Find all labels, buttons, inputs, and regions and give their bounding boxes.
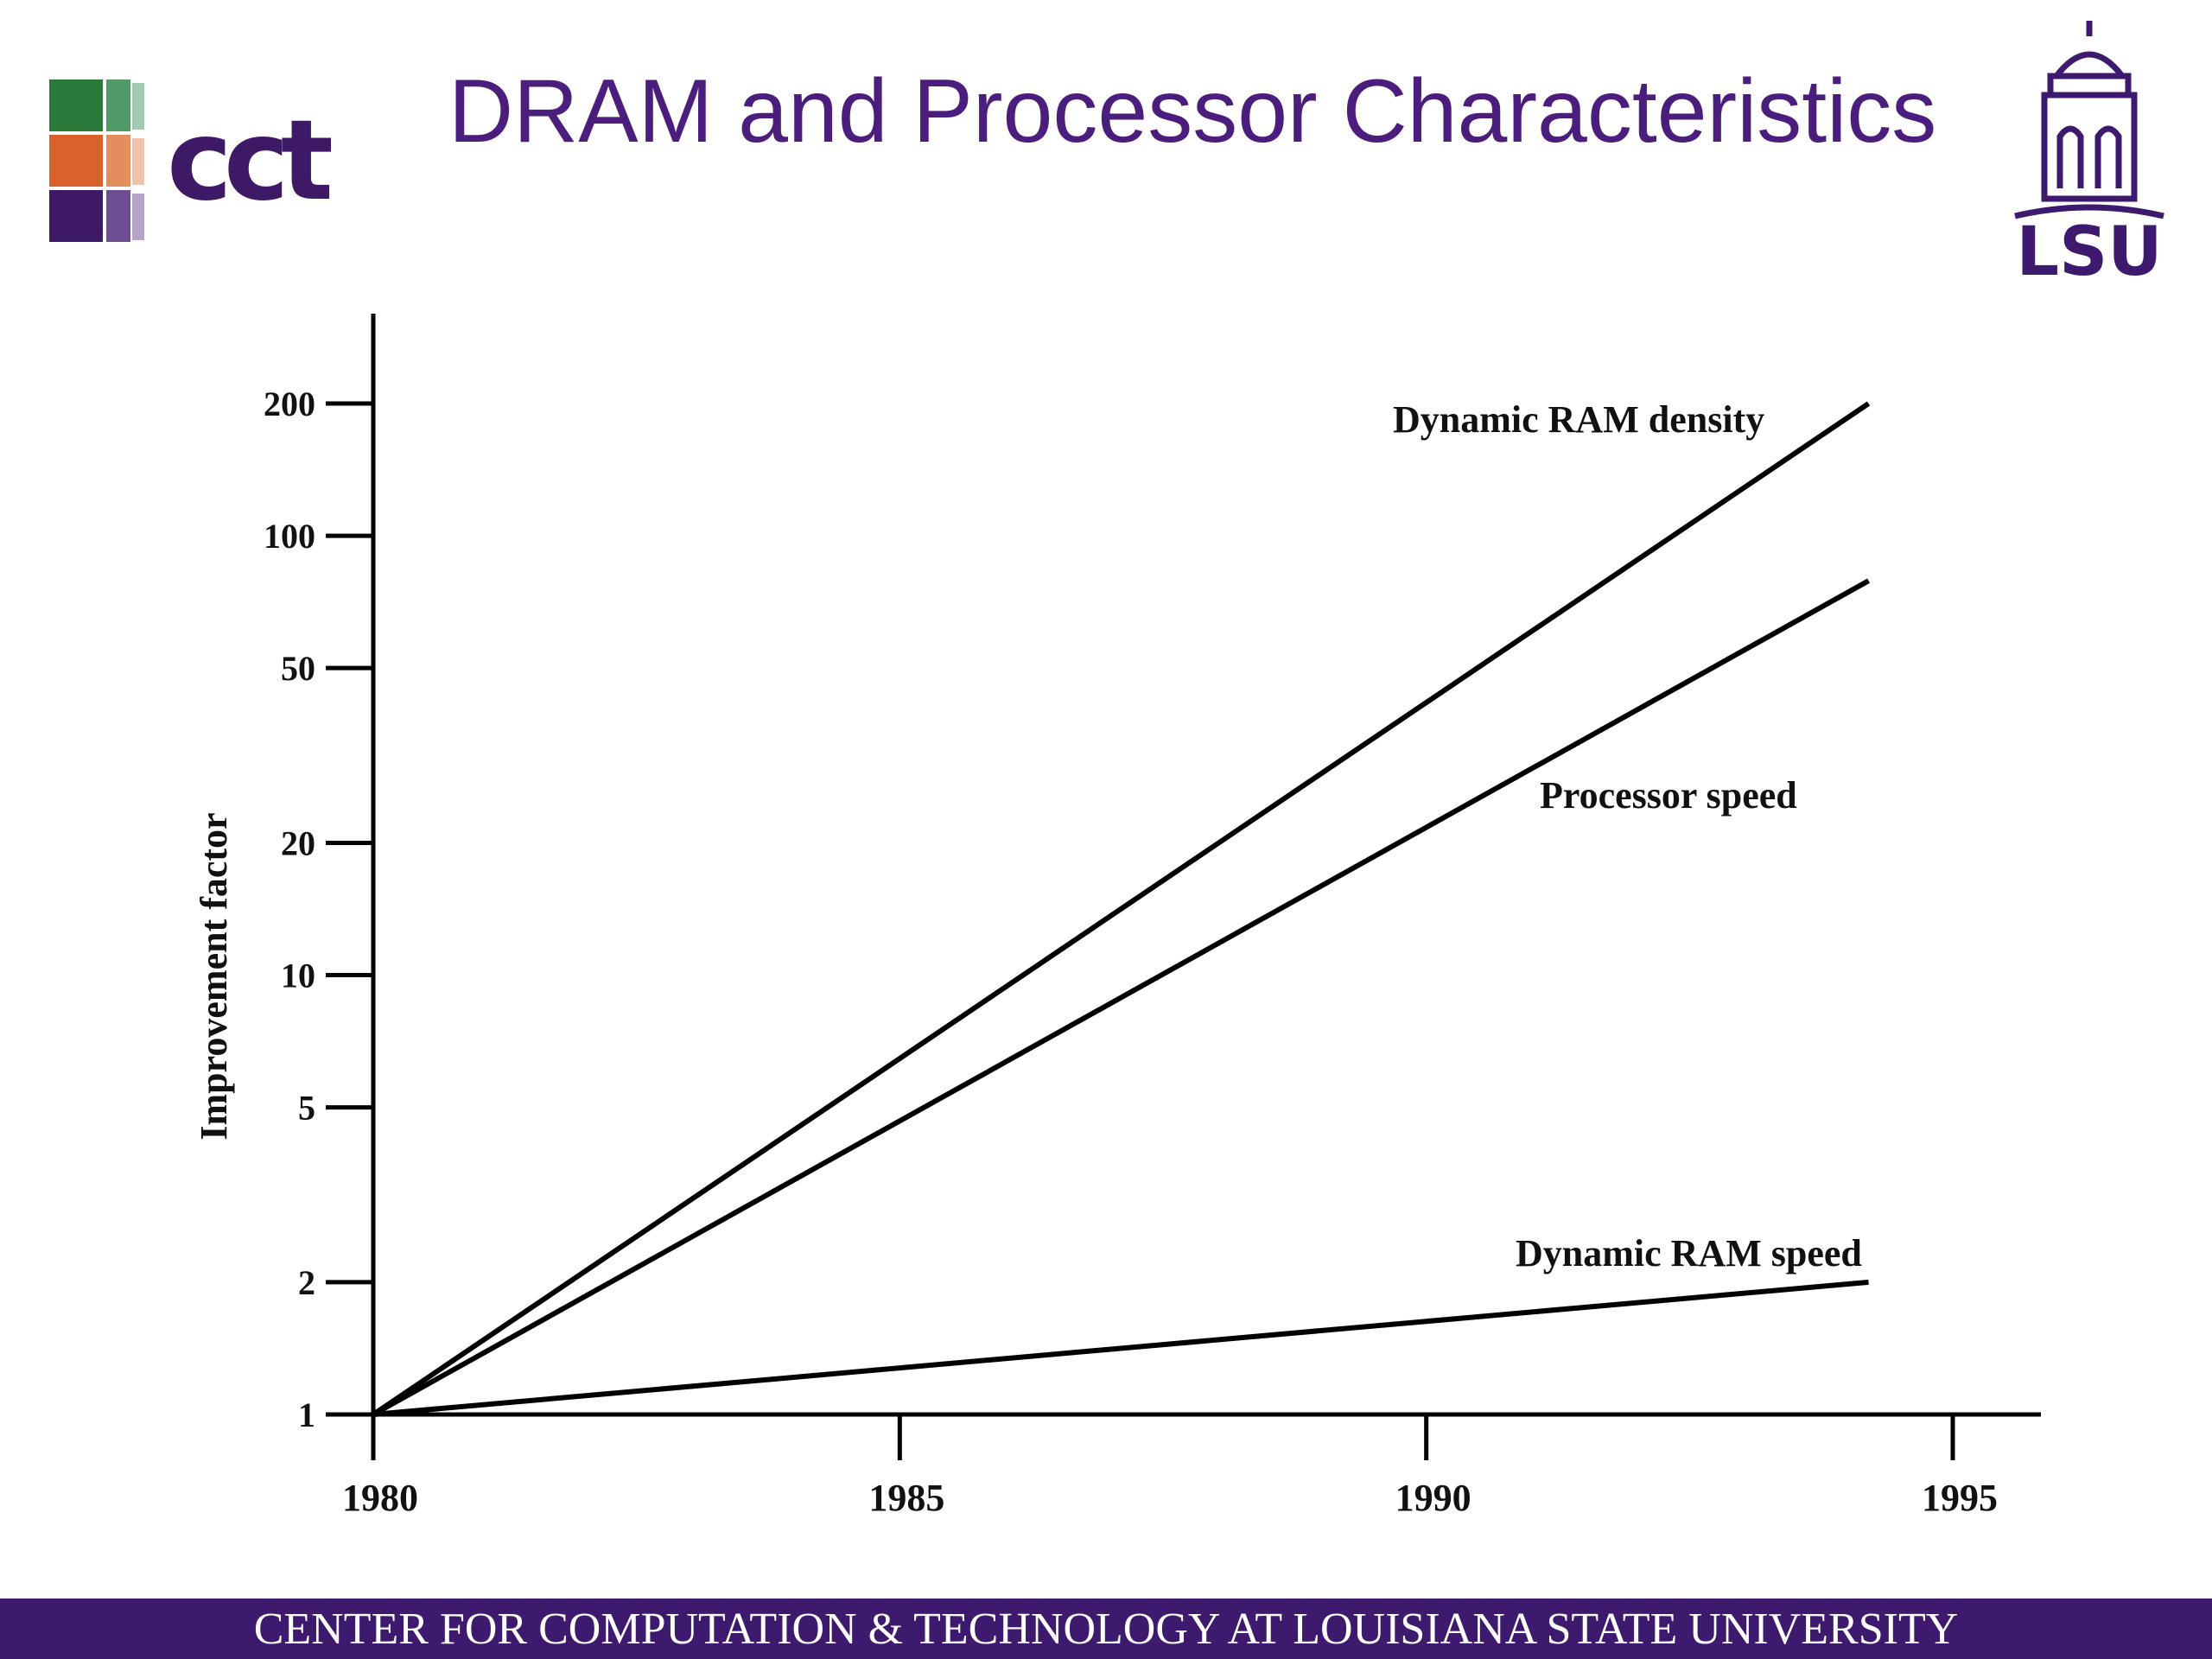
slide-title: DRAM and Processor Characteristics xyxy=(448,61,1937,162)
series-line xyxy=(372,578,1870,1417)
series-line xyxy=(372,401,1871,1417)
footer-band: CENTER FOR COMPUTATION & TECHNOLOGY AT L… xyxy=(0,1599,2212,1659)
y-tick-label: 2 xyxy=(298,1263,315,1302)
x-tick-label: 1980 xyxy=(342,1477,418,1519)
lsu-logo-wordmark: LSU xyxy=(2016,213,2162,283)
series-label: Dynamic RAM speed xyxy=(1516,1232,1862,1274)
y-tick-label: 20 xyxy=(281,823,315,862)
footer-text: CENTER FOR COMPUTATION & TECHNOLOGY AT L… xyxy=(253,1604,1959,1654)
cct-logo: cct xyxy=(49,79,340,242)
series-lines xyxy=(372,401,1871,1417)
x-tick-label: 1985 xyxy=(868,1477,944,1519)
cct-logo-wordmark: cct xyxy=(167,97,332,226)
y-axis-title: Improvement factor xyxy=(193,812,235,1140)
y-tick-label: 10 xyxy=(281,957,315,995)
series-label: Processor speed xyxy=(1540,774,1797,817)
series-label: Dynamic RAM density xyxy=(1393,398,1764,441)
x-tick-label: 1995 xyxy=(1922,1477,1998,1519)
axes: 1 2 5 10 20 50 100 200 1980 1985 1990 1995 xyxy=(264,314,2041,1519)
y-tick-label: 5 xyxy=(298,1089,315,1128)
lsu-logo: LSU xyxy=(2014,21,2164,283)
series-labels: Dynamic RAM density Processor speed Dynami… xyxy=(1393,398,1862,1274)
chart: Improvement factor 1 2 5 10 20 50 100 200 1980 19… xyxy=(193,314,2041,1519)
series-line xyxy=(372,1279,1869,1417)
y-tick-label: 100 xyxy=(264,517,315,556)
x-tick-label: 1990 xyxy=(1395,1477,1471,1519)
y-tick-label: 1 xyxy=(298,1395,315,1434)
y-tick-label: 50 xyxy=(281,649,315,688)
lsu-tower-icon xyxy=(2014,21,2164,219)
y-tick-label: 200 xyxy=(264,385,315,423)
cct-logo-grid xyxy=(49,79,144,242)
